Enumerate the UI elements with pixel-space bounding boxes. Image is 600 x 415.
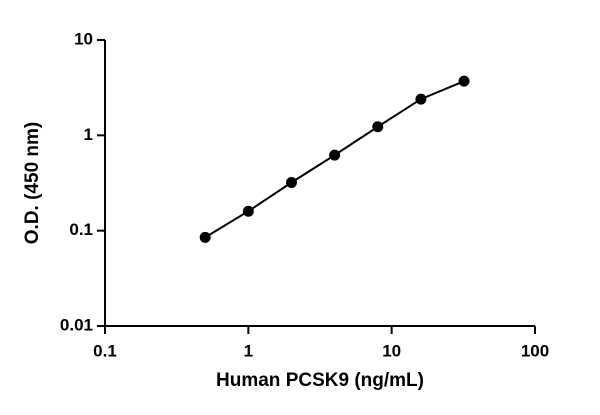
y-tick-label: 0.1 bbox=[69, 220, 93, 239]
data-point bbox=[415, 93, 427, 105]
data-point bbox=[329, 149, 341, 161]
y-tick-label: 0.01 bbox=[60, 315, 93, 334]
data-point bbox=[199, 231, 211, 243]
data-point bbox=[285, 177, 297, 189]
y-tick-label: 10 bbox=[74, 29, 93, 48]
x-tick-label: 100 bbox=[521, 341, 549, 360]
x-tick-label: 1 bbox=[244, 341, 253, 360]
x-tick-label: 10 bbox=[382, 341, 401, 360]
x-axis-title: Human PCSK9 (ng/mL) bbox=[216, 370, 424, 391]
y-axis-title: O.D. (450 nm) bbox=[22, 122, 43, 244]
data-point bbox=[458, 75, 470, 87]
y-tick-label: 1 bbox=[84, 125, 93, 144]
data-point bbox=[242, 205, 254, 217]
x-tick-label: 0.1 bbox=[93, 341, 117, 360]
data-point bbox=[372, 121, 384, 133]
